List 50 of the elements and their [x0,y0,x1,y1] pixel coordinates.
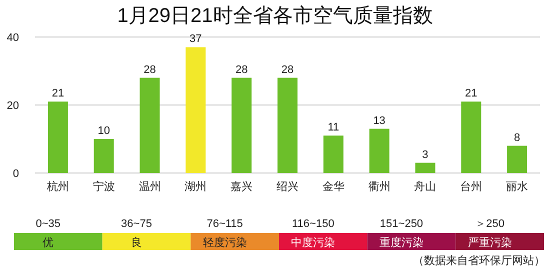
text: （数据来自省环保厅网站） [413,254,545,267]
category-label: 优 [42,237,54,249]
x-tick-label: 温州 [138,180,161,193]
text: 76~115 [206,218,243,230]
data-label: 3 [422,148,428,161]
x-tick-label: 绍兴 [276,180,298,193]
text: 36~75 [121,218,152,230]
bar [461,102,482,173]
bar [232,78,252,173]
category-label: 严重污染 [468,236,512,249]
data-label: 21 [52,88,64,100]
x-tick-label: 杭州 [46,180,69,193]
data-label: 10 [98,125,110,137]
bar [186,47,206,173]
chart-title: 1月29日21时全省各市空气质量指数 [117,5,433,27]
category-label: 轻度污染 [202,236,247,249]
text: 0~35 [36,218,61,230]
text: 151~250 [380,218,424,230]
x-tick-label: 宁波 [92,180,115,193]
data-label: 13 [373,114,386,127]
x-tick-label: 衢州 [368,180,390,193]
data-label: 8 [514,132,520,144]
x-tick-label: 嘉兴 [230,180,253,193]
x-tick-label: 台州 [460,180,482,193]
bar [323,136,344,173]
x-tick-label: 金华 [322,181,344,193]
data-label: 28 [144,64,156,76]
data-label: 11 [328,122,340,134]
y-tick-label: 40 [6,32,19,44]
bar [415,162,436,173]
x-tick-label: 丽水 [506,180,528,193]
category-label: 重度污染 [380,236,424,249]
x-tick-label: 舟山 [414,180,436,193]
y-tick-label: 0 [12,168,19,180]
category-label: 中度污染 [291,236,336,249]
x-tick-label: 湖州 [184,180,207,193]
y-tick-label: 20 [6,100,19,112]
bar [278,78,298,173]
data-label: 28 [235,64,248,76]
data-label: 37 [190,33,202,46]
bar [94,139,114,173]
bar [48,102,68,173]
data-label: 21 [465,88,478,100]
category-label: 良 [131,236,142,249]
text: 116~150 [292,218,334,230]
text: ＞250 [475,218,505,230]
bar [140,78,160,173]
bar [369,128,390,173]
data-label: 28 [281,64,294,76]
bar [507,146,528,173]
